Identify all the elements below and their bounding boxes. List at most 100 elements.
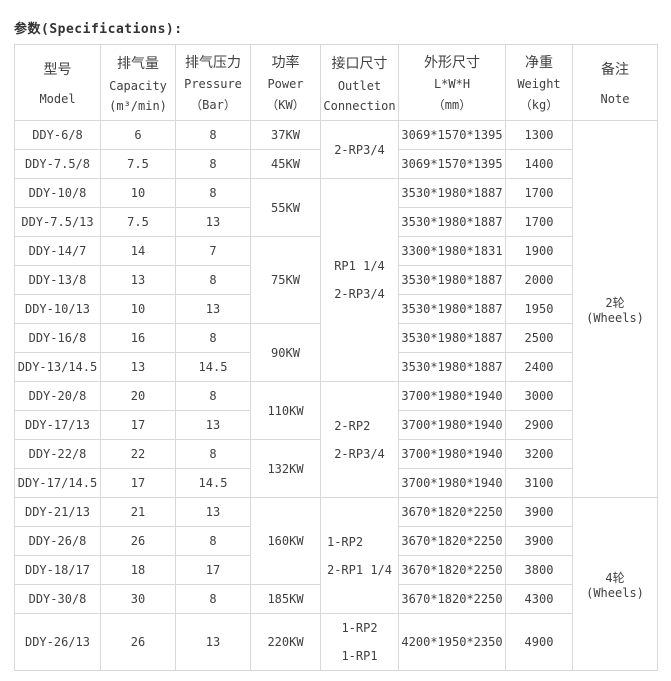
weight-cell: 1700 xyxy=(505,178,573,208)
model-cell: DDY-14/7 xyxy=(14,236,101,266)
capacity-cell: 17 xyxy=(100,468,176,498)
col-header-connection: 接口尺寸 Outlet Connection xyxy=(320,44,399,121)
capacity-cell: 26 xyxy=(100,526,176,556)
connection-line: RP1 1/4 xyxy=(334,259,385,273)
connection-line: 2-RP3/4 xyxy=(334,446,385,461)
connection-line: 2-RP1 1/4 xyxy=(326,562,393,577)
table-row: DDY-14/7 14 7 75KW 3300*1980*1831 1900 xyxy=(14,236,658,324)
weight-cell: 4900 xyxy=(505,613,573,671)
model-cell: DDY-21/13 xyxy=(14,497,101,527)
connection-cell: 2-RP3/4 xyxy=(320,120,399,179)
pressure-cell: 8 xyxy=(175,323,251,353)
table-row: DDY-26/13 26 13 220KW 1-RP2 1-RP1 4200*1… xyxy=(14,613,658,671)
header-connection-zh: 接口尺寸 xyxy=(331,55,388,72)
table-row: DDY-21/13 21 13 160KW 1-RP2 2-RP1 1/4 36… xyxy=(14,497,658,671)
col-header-note: 备注 Note xyxy=(572,44,658,121)
model-cell: DDY-10/8 xyxy=(14,178,101,208)
connection-line: 2-RP2 xyxy=(334,418,371,433)
table-row: DDY-22/8 22 8 132KW 3700*1980*1940 3200 xyxy=(14,439,658,498)
pressure-cell: 8 xyxy=(175,526,251,556)
capacity-cell: 17 xyxy=(100,410,176,440)
pressure-cell: 7 xyxy=(175,236,251,266)
pressure-cell: 8 xyxy=(175,149,251,179)
header-dimensions-zh: 外形尺寸 xyxy=(424,54,480,71)
header-capacity-en: Capacity xyxy=(109,78,167,93)
capacity-cell: 18 xyxy=(100,555,176,585)
header-connection-en2: Connection xyxy=(323,98,396,113)
power-cell: 75KW xyxy=(250,236,321,324)
table-row: DDY-20/8 20 8 110KW 2-RP2 2-RP3/4 3700*1… xyxy=(14,381,658,498)
dimensions-cell: 3700*1980*1940 xyxy=(398,381,506,411)
table-row: DDY-7.5/13 7.5 13 3530*1980*1887 1700 xyxy=(14,207,658,237)
header-row: 型号 Model 排气量 Capacity (m³/min) 排气压力 Pres… xyxy=(14,44,658,121)
power-cell: 110KW xyxy=(250,381,321,440)
header-dimensions-unit: （mm） xyxy=(432,98,472,113)
table-row: DDY-17/13 17 13 3700*1980*1940 2900 xyxy=(14,410,658,440)
pressure-cell: 13 xyxy=(175,207,251,237)
weight-cell: 1700 xyxy=(505,207,573,237)
pressure-cell: 13 xyxy=(175,497,251,527)
dimensions-cell: 3069*1570*1395 xyxy=(398,149,506,179)
dimensions-cell: 3530*1980*1887 xyxy=(398,323,506,353)
connection-cell: 1-RP2 1-RP1 xyxy=(320,613,399,671)
table-row: DDY-13/14.5 13 14.5 3530*1980*1887 2400 xyxy=(14,352,658,382)
capacity-cell: 21 xyxy=(100,497,176,527)
weight-cell: 2400 xyxy=(505,352,573,382)
model-cell: DDY-6/8 xyxy=(14,120,101,150)
header-model-zh: 型号 xyxy=(43,62,72,79)
header-model-en: Model xyxy=(39,91,76,106)
model-cell: DDY-13/14.5 xyxy=(14,352,101,382)
weight-cell: 3000 xyxy=(505,381,573,411)
dimensions-cell: 4200*1950*2350 xyxy=(398,613,506,671)
note-cell: 2轮 (Wheels) xyxy=(572,120,658,498)
capacity-cell: 30 xyxy=(100,584,176,614)
connection-cell: 1-RP2 2-RP1 1/4 xyxy=(320,497,399,614)
pressure-cell: 8 xyxy=(175,178,251,208)
header-power-zh: 功率 xyxy=(271,54,300,71)
header-pressure-en: Pressure xyxy=(184,77,242,91)
table-row: DDY-10/8 10 8 55KW RP1 1/4 2-RP3/4 3530*… xyxy=(14,178,658,382)
model-cell: DDY-17/14.5 xyxy=(14,468,101,498)
model-cell: DDY-10/13 xyxy=(14,294,101,324)
pressure-cell: 17 xyxy=(175,555,251,585)
header-dimensions-en: L*W*H xyxy=(433,77,471,91)
pressure-cell: 13 xyxy=(175,613,251,671)
weight-cell: 4300 xyxy=(505,584,573,614)
table-row: DDY-6/8 6 8 37KW 2-RP3/4 3069*1570*1395 … xyxy=(14,120,658,498)
pressure-cell: 14.5 xyxy=(175,352,251,382)
weight-cell: 3900 xyxy=(505,526,573,556)
weight-cell: 2500 xyxy=(505,323,573,353)
connection-line: 1-RP1 xyxy=(341,649,378,663)
capacity-cell: 7.5 xyxy=(100,207,176,237)
weight-cell: 1900 xyxy=(505,236,573,266)
col-header-dimensions: 外形尺寸 L*W*H （mm） xyxy=(398,44,506,121)
dimensions-cell: 3700*1980*1940 xyxy=(398,410,506,440)
power-cell: 132KW xyxy=(250,439,321,498)
weight-cell: 3800 xyxy=(505,555,573,585)
note-cell: 4轮 (Wheels) xyxy=(572,497,658,671)
specifications-table: 型号 Model 排气量 Capacity (m³/min) 排气压力 Pres… xyxy=(14,44,658,671)
pressure-cell: 13 xyxy=(175,410,251,440)
dimensions-cell: 3530*1980*1887 xyxy=(398,207,506,237)
dimensions-cell: 3670*1820*2250 xyxy=(398,584,506,614)
dimensions-cell: 3530*1980*1887 xyxy=(398,265,506,295)
power-cell: 45KW xyxy=(250,149,321,179)
header-power-unit: （KW） xyxy=(266,98,305,113)
model-cell: DDY-7.5/8 xyxy=(14,149,101,179)
dimensions-cell: 3670*1820*2250 xyxy=(398,555,506,585)
dimensions-cell: 3700*1980*1940 xyxy=(398,439,506,469)
capacity-cell: 16 xyxy=(100,323,176,353)
capacity-cell: 14 xyxy=(100,236,176,266)
pressure-cell: 13 xyxy=(175,294,251,324)
dimensions-cell: 3300*1980*1831 xyxy=(398,236,506,266)
capacity-cell: 13 xyxy=(100,352,176,382)
pressure-cell: 8 xyxy=(175,120,251,150)
capacity-cell: 6 xyxy=(100,120,176,150)
header-connection-en1: Outlet xyxy=(337,78,382,93)
capacity-cell: 22 xyxy=(100,439,176,469)
capacity-cell: 10 xyxy=(100,178,176,208)
connection-cell: RP1 1/4 2-RP3/4 xyxy=(320,178,399,382)
connection-line: 1-RP2 xyxy=(341,621,378,635)
connection-line: 1-RP2 xyxy=(326,534,364,549)
model-cell: DDY-22/8 xyxy=(14,439,101,469)
